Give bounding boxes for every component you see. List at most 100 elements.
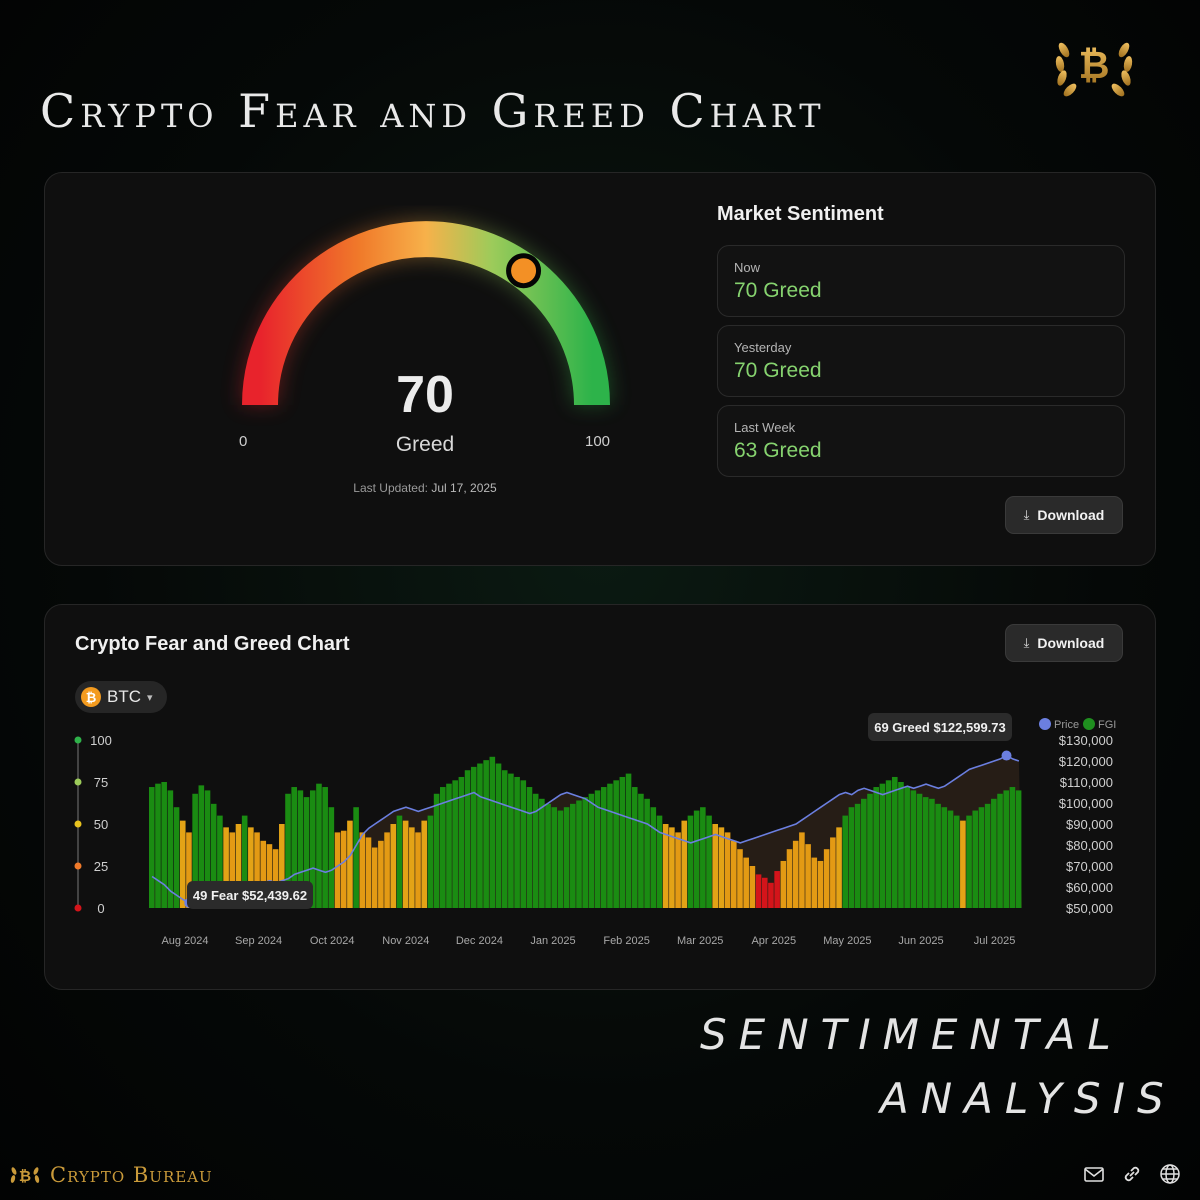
fgi-bar	[179, 820, 186, 908]
fgi-bar	[167, 790, 174, 908]
fgi-bar	[489, 756, 496, 908]
fgi-bar	[235, 824, 242, 908]
sentiment-now: Now 70 Greed	[717, 245, 1125, 317]
fgi-bar	[941, 807, 948, 908]
fgi-bar	[743, 857, 749, 908]
fgi-bar	[334, 832, 341, 908]
fgi-bar	[458, 776, 465, 908]
fgi-bar	[997, 793, 1003, 908]
fgi-axis-dot	[74, 820, 82, 828]
price-tick-label: $110,000	[1060, 775, 1113, 790]
fgi-bar	[638, 793, 644, 908]
fgi-bar	[749, 866, 756, 908]
fgi-bar	[384, 832, 390, 908]
fgi-bar	[650, 807, 657, 908]
fgi-bar	[879, 783, 886, 908]
coin-symbol: BTC	[107, 687, 141, 706]
fgi-bar	[557, 810, 564, 908]
legend-fgi-swatch	[1083, 718, 1095, 730]
gauge-arc	[242, 221, 610, 406]
subtitle-line-2: ANALYSIS	[880, 1074, 1176, 1123]
fgi-bar	[712, 824, 719, 908]
fgi-bar	[984, 803, 991, 908]
fgi-bar	[848, 807, 855, 908]
fgi-bar	[780, 860, 787, 908]
fgi-bar	[867, 793, 873, 908]
fgi-bar	[576, 800, 582, 908]
x-tick-label: Aug 2024	[161, 935, 208, 947]
sentiment-last-week: Last Week 63 Greed	[717, 405, 1125, 477]
price-tick-label: $50,000	[1066, 901, 1113, 916]
fgi-bar	[731, 840, 737, 908]
fgi-bar	[415, 832, 421, 908]
x-tick-label: May 2025	[823, 935, 871, 947]
fgi-tick-label: 75	[94, 775, 108, 790]
fgi-bar	[972, 810, 979, 908]
fgi-bar	[823, 849, 830, 908]
fgi-bar	[693, 810, 700, 908]
fgi-bar	[724, 832, 731, 908]
fgi-bar	[359, 832, 366, 908]
price-tick-label: $60,000	[1066, 880, 1113, 895]
fgi-bar	[483, 760, 489, 908]
sentiment-card: 70 Greed 0 100 Last Updated: Jul 17, 202…	[44, 172, 1156, 566]
fgi-bar	[446, 783, 452, 908]
fgi-bar	[582, 797, 588, 908]
fgi-bar	[551, 807, 558, 908]
fgi-bar	[353, 807, 359, 908]
fgi-bar	[960, 820, 966, 908]
fgi-axis-dot	[74, 904, 82, 912]
fgi-bar	[761, 877, 768, 908]
fgi-bar	[440, 787, 446, 908]
fgi-bar	[625, 773, 632, 908]
high-annotation-text: 69 Greed $122,599.73	[874, 720, 1006, 735]
fgi-bar	[402, 820, 409, 908]
fgi-bar	[279, 824, 285, 908]
sentiment-yesterday: Yesterday 70 Greed	[717, 325, 1125, 397]
fgi-bar	[514, 776, 520, 908]
x-tick-label: Nov 2024	[382, 935, 429, 947]
globe-icon[interactable]	[1158, 1162, 1182, 1186]
fgi-bar	[854, 803, 861, 908]
fgi-bar	[885, 780, 892, 908]
fgi-bar	[873, 787, 879, 908]
fgi-bar	[470, 766, 477, 908]
link-icon[interactable]	[1120, 1162, 1144, 1186]
fgi-bar	[272, 849, 279, 908]
fgi-bar	[786, 849, 793, 908]
fgi-bar	[241, 815, 248, 908]
fgi-bar	[811, 857, 818, 908]
fgi-axis-dot	[74, 862, 82, 870]
fgi-tick-label: 25	[94, 859, 108, 874]
fgi-tick-label: 0	[97, 901, 104, 916]
chart-download-button[interactable]: ⤓ Download	[1005, 624, 1123, 662]
chart-card: Crypto Fear and Greed Chart ⤓ Download ₿…	[44, 604, 1156, 990]
footer-icons	[1082, 1162, 1182, 1186]
price-tick-label: $80,000	[1066, 838, 1113, 853]
fgi-bar	[947, 810, 954, 908]
fgi-bar	[526, 787, 533, 908]
fgi-bar	[935, 803, 941, 908]
fgi-bar	[681, 820, 688, 908]
page-title: Crypto Fear and Greed Chart	[40, 84, 826, 138]
price-line	[151, 754, 1020, 904]
fgi-bar	[594, 790, 601, 908]
fgi-bar	[217, 815, 223, 908]
x-tick-label: Oct 2024	[310, 935, 355, 947]
fgi-bar	[378, 840, 384, 908]
legend-fgi-label: FGI	[1098, 719, 1116, 731]
mail-icon[interactable]	[1082, 1162, 1106, 1186]
fgi-bar	[322, 787, 328, 908]
fgi-bar	[409, 827, 415, 908]
fgi-bar	[204, 790, 211, 908]
fgi-bar	[532, 793, 539, 908]
fgi-bar	[501, 770, 508, 908]
download-button[interactable]: ⤓ Download	[1005, 496, 1123, 534]
fgi-bar	[898, 782, 904, 908]
coin-selector[interactable]: ₿ BTC ▾	[75, 681, 167, 713]
download-icon: ⤓	[1023, 507, 1030, 522]
fgi-bar	[607, 783, 613, 908]
fgi-bar	[718, 827, 725, 908]
bitcoin-icon: ₿	[81, 687, 101, 707]
fgi-bar	[563, 807, 570, 908]
